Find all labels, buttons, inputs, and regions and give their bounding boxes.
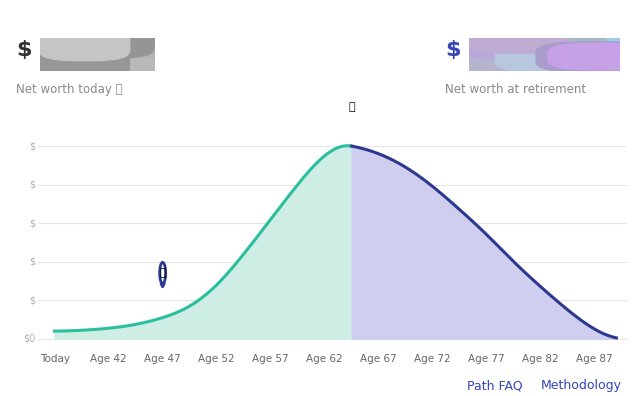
Text: Net worth today ⓘ: Net worth today ⓘ xyxy=(16,83,123,96)
FancyBboxPatch shape xyxy=(538,44,640,68)
Text: $0: $0 xyxy=(24,334,36,344)
FancyBboxPatch shape xyxy=(519,39,626,69)
FancyBboxPatch shape xyxy=(95,55,173,79)
FancyBboxPatch shape xyxy=(65,43,141,76)
FancyBboxPatch shape xyxy=(81,44,156,76)
FancyBboxPatch shape xyxy=(493,31,610,64)
FancyBboxPatch shape xyxy=(509,40,612,68)
FancyBboxPatch shape xyxy=(90,39,170,63)
FancyBboxPatch shape xyxy=(455,27,556,59)
Text: $: $ xyxy=(29,295,36,305)
FancyBboxPatch shape xyxy=(99,48,183,74)
FancyBboxPatch shape xyxy=(441,39,552,72)
FancyBboxPatch shape xyxy=(70,29,154,58)
FancyBboxPatch shape xyxy=(94,46,172,74)
FancyBboxPatch shape xyxy=(29,44,118,70)
FancyBboxPatch shape xyxy=(100,27,191,59)
FancyBboxPatch shape xyxy=(427,49,531,74)
FancyBboxPatch shape xyxy=(42,25,129,54)
FancyBboxPatch shape xyxy=(33,45,124,77)
FancyBboxPatch shape xyxy=(36,39,124,67)
FancyBboxPatch shape xyxy=(504,46,621,74)
FancyBboxPatch shape xyxy=(518,50,620,77)
FancyBboxPatch shape xyxy=(72,55,155,81)
FancyBboxPatch shape xyxy=(87,48,165,72)
FancyBboxPatch shape xyxy=(492,32,612,59)
Text: $: $ xyxy=(445,40,460,60)
Circle shape xyxy=(159,263,166,284)
FancyBboxPatch shape xyxy=(434,28,541,59)
FancyBboxPatch shape xyxy=(508,40,616,71)
FancyBboxPatch shape xyxy=(517,34,632,58)
FancyBboxPatch shape xyxy=(43,46,132,74)
FancyBboxPatch shape xyxy=(433,43,542,74)
FancyBboxPatch shape xyxy=(38,46,129,78)
FancyBboxPatch shape xyxy=(532,50,636,78)
FancyBboxPatch shape xyxy=(29,36,117,62)
FancyBboxPatch shape xyxy=(542,41,640,70)
Polygon shape xyxy=(161,284,164,287)
FancyBboxPatch shape xyxy=(531,30,636,59)
FancyBboxPatch shape xyxy=(41,34,127,63)
Text: $: $ xyxy=(29,141,36,151)
FancyBboxPatch shape xyxy=(39,28,130,61)
FancyBboxPatch shape xyxy=(46,48,123,75)
FancyBboxPatch shape xyxy=(463,31,566,65)
FancyBboxPatch shape xyxy=(494,50,593,77)
FancyBboxPatch shape xyxy=(526,35,634,67)
FancyBboxPatch shape xyxy=(47,34,137,58)
FancyBboxPatch shape xyxy=(495,41,594,72)
Text: Methodology: Methodology xyxy=(541,379,622,392)
FancyBboxPatch shape xyxy=(443,35,542,63)
FancyBboxPatch shape xyxy=(90,26,168,58)
Text: $: $ xyxy=(29,218,36,228)
FancyBboxPatch shape xyxy=(506,33,607,60)
FancyBboxPatch shape xyxy=(530,23,638,55)
FancyBboxPatch shape xyxy=(22,29,104,62)
FancyBboxPatch shape xyxy=(17,32,105,61)
FancyBboxPatch shape xyxy=(548,43,640,70)
FancyBboxPatch shape xyxy=(82,46,166,76)
Text: $: $ xyxy=(16,40,31,60)
FancyBboxPatch shape xyxy=(467,29,568,53)
FancyBboxPatch shape xyxy=(441,50,552,75)
FancyBboxPatch shape xyxy=(433,46,540,71)
Circle shape xyxy=(349,97,355,118)
Polygon shape xyxy=(350,118,353,121)
FancyBboxPatch shape xyxy=(544,54,640,80)
FancyBboxPatch shape xyxy=(461,27,563,55)
FancyBboxPatch shape xyxy=(436,30,545,61)
FancyBboxPatch shape xyxy=(9,40,92,64)
FancyBboxPatch shape xyxy=(54,43,136,67)
FancyBboxPatch shape xyxy=(84,31,164,56)
FancyBboxPatch shape xyxy=(449,37,563,69)
FancyBboxPatch shape xyxy=(17,34,93,67)
FancyBboxPatch shape xyxy=(65,50,145,77)
FancyBboxPatch shape xyxy=(7,28,97,53)
Text: $: $ xyxy=(29,257,36,267)
FancyBboxPatch shape xyxy=(37,28,123,61)
FancyBboxPatch shape xyxy=(530,52,636,78)
FancyBboxPatch shape xyxy=(507,44,621,72)
FancyBboxPatch shape xyxy=(545,34,640,64)
FancyBboxPatch shape xyxy=(14,26,105,56)
FancyBboxPatch shape xyxy=(77,32,153,59)
Text: Path FAQ: Path FAQ xyxy=(467,379,523,392)
FancyBboxPatch shape xyxy=(468,47,572,72)
FancyBboxPatch shape xyxy=(545,42,640,75)
FancyBboxPatch shape xyxy=(20,50,110,80)
FancyBboxPatch shape xyxy=(58,53,147,77)
Text: 🎓: 🎓 xyxy=(159,268,166,278)
FancyBboxPatch shape xyxy=(84,42,161,72)
FancyBboxPatch shape xyxy=(23,45,107,73)
Text: 🌴: 🌴 xyxy=(348,102,355,112)
FancyBboxPatch shape xyxy=(548,25,640,54)
FancyBboxPatch shape xyxy=(536,42,640,72)
FancyBboxPatch shape xyxy=(470,56,572,80)
FancyBboxPatch shape xyxy=(70,44,154,72)
FancyBboxPatch shape xyxy=(8,34,88,63)
Text: Net worth at retirement: Net worth at retirement xyxy=(445,83,586,96)
Text: $: $ xyxy=(29,180,36,190)
